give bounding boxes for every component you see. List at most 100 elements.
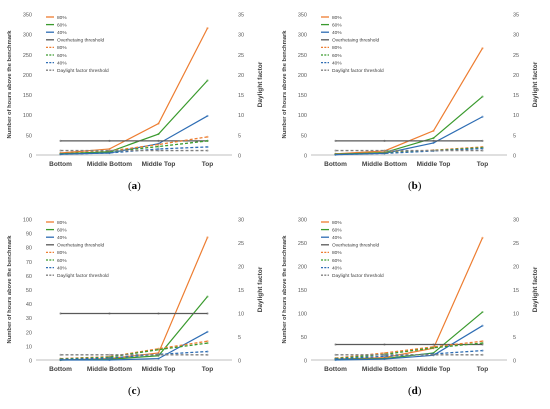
y2-tick-label: 5 [513, 133, 516, 139]
data-point [383, 149, 386, 152]
caption-d-letter: d [411, 385, 418, 397]
data-point [432, 139, 435, 142]
y2-tick-label: 30 [238, 218, 244, 224]
data-point [481, 341, 484, 345]
data-point [206, 139, 209, 142]
chart-a: 0 50 100 150 200 250 300 350 0 5 10 15 20 25 30 35 Botto… [7, 13, 264, 169]
caption-d-close: ) [417, 385, 422, 397]
chart-b: 0 50 100 150 200 250 300 350 0 5 10 15 20 25 30 35 Botto… [282, 13, 539, 169]
x-tick-label: Middle Bottom [87, 161, 132, 168]
legend-label: 60% [332, 227, 342, 233]
legend-label: 40% [332, 235, 342, 241]
y-axis-label: Number of hours above the benchmark [282, 30, 288, 139]
y-tick-label: 100 [23, 113, 32, 119]
data-point [383, 353, 386, 356]
data-point [432, 149, 435, 152]
data-point [206, 330, 209, 333]
legend-label: 40% [332, 265, 342, 271]
legend-label: 40% [332, 30, 342, 36]
legend-label: Daylight factor threshold [332, 68, 384, 74]
data-point [432, 343, 435, 346]
data-point [383, 343, 386, 346]
data-point [157, 143, 160, 146]
y2-tick-label: 5 [238, 133, 241, 139]
x-tick-label: Top [477, 161, 488, 168]
data-point [481, 236, 484, 239]
data-point [206, 149, 209, 152]
y-tick-label: 70 [26, 260, 32, 266]
data-point [481, 340, 484, 343]
y2-tick-label: 30 [513, 218, 519, 224]
y-tick-label: 100 [23, 218, 32, 224]
legend-label: 40% [57, 60, 67, 66]
data-point [59, 139, 62, 142]
data-point [481, 353, 484, 356]
caption-c-close: ) [136, 385, 141, 397]
caption-b-close: ) [417, 180, 422, 192]
y-tick-label: 350 [23, 13, 32, 19]
x-tick-label: Middle Top [142, 161, 176, 168]
x-tick-label: Middle Top [142, 366, 176, 373]
y2-tick-label: 20 [513, 265, 519, 271]
data-point [481, 324, 484, 327]
y-tick-label: 250 [298, 53, 307, 59]
data-point [108, 139, 111, 142]
legend-label: 80% [57, 220, 67, 226]
legend-label: 60% [57, 53, 67, 59]
legend-label: Overhetaing threshold [57, 38, 105, 44]
data-point [157, 357, 160, 360]
data-point [334, 343, 337, 346]
y2-tick-label: 10 [513, 312, 519, 318]
series-line [60, 296, 208, 361]
data-point [481, 147, 484, 150]
y-tick-label: 200 [298, 265, 307, 271]
y-tick-label: 250 [23, 53, 32, 59]
data-point [59, 353, 62, 356]
y-tick-label: 40 [26, 302, 32, 308]
legend-label: 60% [57, 258, 67, 264]
data-point [206, 295, 209, 298]
y-tick-label: 250 [298, 241, 307, 247]
data-point [334, 149, 337, 152]
series-line [335, 325, 483, 361]
y2-tick-label: 0 [513, 359, 516, 365]
data-point [108, 353, 111, 356]
data-point [157, 145, 160, 148]
y2-tick-label: 10 [238, 113, 244, 119]
series-line [335, 116, 483, 156]
data-point [206, 114, 209, 118]
y-tick-label: 50 [301, 133, 307, 139]
y-tick-label: 100 [298, 312, 307, 318]
y2-tick-label: 20 [513, 73, 519, 79]
legend-label: 40% [57, 265, 67, 271]
y2-tick-label: 25 [238, 53, 244, 59]
data-point [157, 149, 160, 152]
legend-label: Daylight factor threshold [57, 68, 109, 74]
data-point [108, 149, 111, 152]
y-tick-label: 0 [304, 359, 307, 365]
legend-label: 80% [332, 250, 342, 256]
data-point [481, 349, 484, 352]
caption-b-letter: b [411, 180, 418, 192]
legend-label: 60% [332, 258, 342, 264]
y2-axis-label: Daylight factor [257, 266, 264, 312]
caption-c-letter: c [131, 385, 137, 397]
y-tick-label: 50 [26, 133, 32, 139]
legend-label: Daylight factor threshold [332, 273, 384, 279]
chart-panel-c: 0 10 20 30 40 50 60 70 80 90 100 0 5 10 15 20 25 30 Bottom… [0, 205, 275, 409]
data-point [432, 141, 435, 145]
chart-panel-d: 0 50 100 150 200 250 300 0 5 10 15 20 25 30 Bottom Midd… [275, 205, 550, 409]
chart-d: 0 50 100 150 200 250 300 0 5 10 15 20 25 30 Bottom Midd… [282, 218, 539, 374]
data-point [157, 348, 160, 351]
y-tick-label: 0 [29, 154, 32, 160]
data-point [108, 147, 111, 151]
x-tick-label: Middle Bottom [362, 161, 407, 168]
y-tick-label: 0 [304, 154, 307, 160]
legend-label: Overhetaing threshold [332, 243, 380, 249]
y-axis-label: Number of hours above the benchmark [282, 235, 288, 344]
y2-tick-label: 15 [513, 288, 519, 294]
x-tick-label: Bottom [324, 366, 347, 373]
data-point [206, 340, 209, 343]
y2-tick-label: 30 [513, 33, 519, 39]
data-point [206, 135, 209, 138]
